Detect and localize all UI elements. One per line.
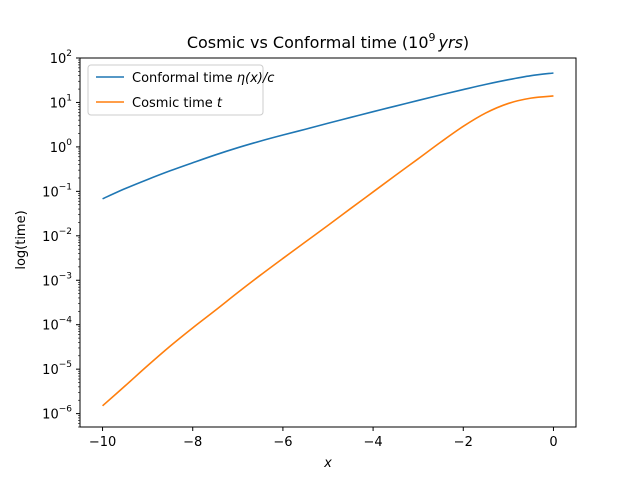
x-tick-label: −2 xyxy=(454,435,473,450)
y-tick-label: 10−2 xyxy=(42,227,72,245)
legend: Conformal time η(x)/c Cosmic time t xyxy=(87,64,274,116)
chart-title-text: Cosmic vs Conformal time (10 xyxy=(187,33,429,52)
x-tick-label: −4 xyxy=(364,435,383,450)
y-tick-label: 101 xyxy=(50,93,72,111)
x-tick-label: −10 xyxy=(89,435,116,450)
x-tick-label: −6 xyxy=(273,435,292,450)
x-tick-label: 0 xyxy=(549,435,557,450)
x-tick-label: −8 xyxy=(183,435,202,450)
y-tick-label: 100 xyxy=(50,138,73,156)
legend-label-cosmic-math: t xyxy=(217,96,223,111)
x-axis-label: x xyxy=(323,456,332,471)
legend-label-cosmic: Cosmic time t xyxy=(132,96,223,111)
y-tick-label: 102 xyxy=(50,49,72,67)
legend-label-cosmic-text: Cosmic time xyxy=(132,96,217,111)
chart-title-close: ) xyxy=(463,33,469,52)
y-tick-label: 10−1 xyxy=(42,182,72,200)
series-line-cosmic-time xyxy=(102,95,554,407)
axes-frame xyxy=(79,57,577,428)
chart-title-unit: yrs xyxy=(438,33,463,52)
chart-title: Cosmic vs Conformal time (109 yrs) xyxy=(187,31,469,52)
y-tick-label: 10−4 xyxy=(42,316,72,334)
axis-ticks: −10 −8 −6 −4 −2 0 10−6 10−5 10−4 10−3 10−2 10−1 100 1… xyxy=(42,49,557,450)
legend-label-conformal-math: η(x)/c xyxy=(237,71,275,86)
series-line-conformal-time xyxy=(102,72,554,200)
y-tick-label: 10−3 xyxy=(42,271,72,289)
legend-label-conformal: Conformal time η(x)/c xyxy=(132,71,274,86)
chart-title-exponent: 9 xyxy=(429,31,436,44)
series-lines xyxy=(102,72,554,407)
y-tick-label: 10−5 xyxy=(42,360,72,378)
y-tick-label: 10−6 xyxy=(42,405,72,423)
legend-box xyxy=(87,64,264,116)
y-axis-label: log(time) xyxy=(14,210,29,269)
legend-label-conformal-text: Conformal time xyxy=(132,71,237,86)
